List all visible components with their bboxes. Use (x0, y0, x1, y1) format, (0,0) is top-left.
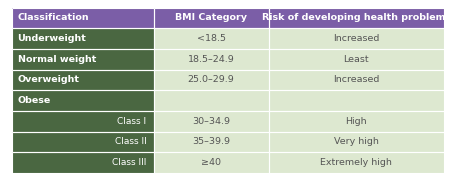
Text: 18.5–24.9: 18.5–24.9 (188, 55, 235, 64)
Text: Normal weight: Normal weight (18, 55, 96, 64)
Bar (154, 8, 268, 28)
Bar (12, 70, 154, 90)
Text: <18.5: <18.5 (197, 34, 226, 43)
Text: BMI Category: BMI Category (175, 13, 247, 22)
Bar (12, 111, 154, 132)
Bar (268, 70, 444, 90)
Bar (154, 28, 268, 49)
Bar (12, 28, 154, 49)
Bar (12, 152, 154, 173)
Text: 25.0–29.9: 25.0–29.9 (188, 75, 235, 84)
Text: Classification: Classification (18, 13, 89, 22)
Text: Risk of developing health problems: Risk of developing health problems (262, 13, 451, 22)
Bar (268, 111, 444, 132)
Bar (268, 132, 444, 152)
Text: Class I: Class I (118, 117, 146, 126)
Text: Overweight: Overweight (18, 75, 80, 84)
Bar (154, 111, 268, 132)
Text: Class II: Class II (115, 137, 146, 146)
Bar (12, 8, 154, 28)
Text: 35–39.9: 35–39.9 (192, 137, 230, 146)
Bar (12, 132, 154, 152)
Text: Class III: Class III (112, 158, 146, 167)
Text: Very high: Very high (334, 137, 379, 146)
Bar (154, 152, 268, 173)
Text: Increased: Increased (333, 34, 380, 43)
Bar (268, 90, 444, 111)
Text: High: High (346, 117, 367, 126)
Text: 30–34.9: 30–34.9 (192, 117, 230, 126)
Bar (154, 132, 268, 152)
Bar (268, 49, 444, 70)
Bar (154, 90, 268, 111)
Bar (154, 70, 268, 90)
Bar (268, 152, 444, 173)
Text: Extremely high: Extremely high (320, 158, 392, 167)
Bar (268, 28, 444, 49)
Text: Least: Least (344, 55, 369, 64)
Text: Increased: Increased (333, 75, 380, 84)
Bar (12, 49, 154, 70)
Text: Underweight: Underweight (18, 34, 86, 43)
Text: ≥40: ≥40 (201, 158, 221, 167)
Bar (12, 90, 154, 111)
Bar (154, 49, 268, 70)
Text: Obese: Obese (18, 96, 51, 105)
Bar (268, 8, 444, 28)
